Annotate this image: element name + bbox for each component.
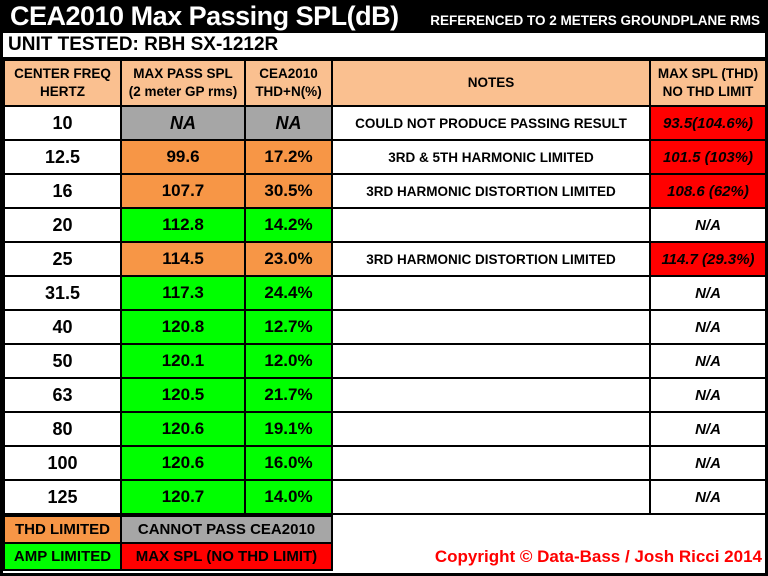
- header-row: CENTER FREQ HERTZ MAX PASS SPL (2 meter GP …: [3, 59, 765, 107]
- cell-thd: 16.0%: [244, 445, 333, 481]
- cell-thd: 24.4%: [244, 275, 333, 311]
- cell-freq: 125: [3, 479, 122, 515]
- unit-tested-row: UNIT TESTED: RBH SX-1212R: [3, 33, 765, 59]
- legend-max-spl-no-thd: MAX SPL (NO THD LIMIT): [120, 542, 333, 571]
- copyright-cell: Copyright © Data-Bass / Josh Ricci 2014: [332, 516, 765, 570]
- legend-row-thd: THD LIMITED CANNOT PASS CEA2010 Copyrigh…: [3, 515, 765, 566]
- table-row-125: 125 120.7 14.0% N/A: [3, 479, 765, 515]
- legend-row-amp: AMP LIMITED MAX SPL (NO THD LIMIT): [3, 542, 765, 571]
- cell-spl: NA: [120, 105, 246, 141]
- cell-note: 3RD & 5TH HARMONIC LIMITED: [331, 139, 651, 175]
- title-bar: CEA2010 Max Passing SPL(dB) REFERENCED T…: [3, 0, 765, 33]
- cell-freq: 63: [3, 377, 122, 413]
- cell-freq: 50: [3, 343, 122, 379]
- cell-spl: 117.3: [120, 275, 246, 311]
- unit-tested-label: UNIT TESTED: RBH SX-1212R: [8, 34, 279, 55]
- legend-thd-limited: THD LIMITED: [3, 515, 122, 544]
- cell-spl: 99.6: [120, 139, 246, 175]
- table-row-16: 16 107.7 30.5% 3RD HARMONIC DISTORTION LIMI…: [3, 173, 765, 209]
- cell-freq: 12.5: [3, 139, 122, 175]
- cell-freq: 31.5: [3, 275, 122, 311]
- legend-table: THD LIMITED CANNOT PASS CEA2010 Copyrigh…: [3, 515, 765, 571]
- cell-note: [331, 377, 651, 413]
- cell-spl: 120.5: [120, 377, 246, 413]
- cell-thd: 12.0%: [244, 343, 333, 379]
- cell-max: N/A: [649, 343, 765, 379]
- cell-freq: 80: [3, 411, 122, 447]
- cell-max: N/A: [649, 309, 765, 345]
- legend-cannot-pass: CANNOT PASS CEA2010: [120, 515, 333, 544]
- table-row-63: 63 120.5 21.7% N/A: [3, 377, 765, 413]
- col-header-max_spl: MAX SPL (THD) NO THD LIMIT: [649, 59, 765, 107]
- cell-note: [331, 207, 651, 243]
- cell-note: [331, 275, 651, 311]
- cell-thd: NA: [244, 105, 333, 141]
- cell-note: [331, 343, 651, 379]
- cell-thd: 12.7%: [244, 309, 333, 345]
- table-row-25: 25 114.5 23.0% 3RD HARMONIC DISTORTION LIMI…: [3, 241, 765, 277]
- cell-freq: 10: [3, 105, 122, 141]
- cell-note: [331, 411, 651, 447]
- cell-max: N/A: [649, 207, 765, 243]
- cell-spl: 120.6: [120, 411, 246, 447]
- cell-max: 101.5 (103%): [649, 139, 765, 175]
- cell-thd: 19.1%: [244, 411, 333, 447]
- cell-spl: 107.7: [120, 173, 246, 209]
- table-row-20: 20 112.8 14.2% N/A: [3, 207, 765, 243]
- copyright-text: Copyright © Data-Bass / Josh Ricci 2014: [434, 547, 762, 566]
- cell-thd: 14.2%: [244, 207, 333, 243]
- cell-spl: 114.5: [120, 241, 246, 277]
- legend-amp-limited: AMP LIMITED: [3, 542, 122, 571]
- table-row-12.5: 12.5 99.6 17.2% 3RD & 5TH HARMONIC LIMITED 1…: [3, 139, 765, 175]
- cell-freq: 20: [3, 207, 122, 243]
- cell-spl: 120.1: [120, 343, 246, 379]
- cell-thd: 17.2%: [244, 139, 333, 175]
- table-row-50: 50 120.1 12.0% N/A: [3, 343, 765, 379]
- col-header-max_pass: MAX PASS SPL (2 meter GP rms): [120, 59, 246, 107]
- cell-max: N/A: [649, 377, 765, 413]
- cell-spl: 112.8: [120, 207, 246, 243]
- cell-note: [331, 309, 651, 345]
- cell-spl: 120.8: [120, 309, 246, 345]
- cell-max: N/A: [649, 479, 765, 515]
- cell-freq: 25: [3, 241, 122, 277]
- cell-freq: 40: [3, 309, 122, 345]
- cell-note: 3RD HARMONIC DISTORTION LIMITED: [331, 241, 651, 277]
- cell-freq: 100: [3, 445, 122, 481]
- page-title: CEA2010 Max Passing SPL(dB): [10, 1, 399, 31]
- cell-note: [331, 445, 651, 481]
- table-row-40: 40 120.8 12.7% N/A: [3, 309, 765, 345]
- title-subtitle: REFERENCED TO 2 METERS GROUNDPLANE RMS: [430, 13, 760, 28]
- cell-thd: 23.0%: [244, 241, 333, 277]
- table-row-10: 10 NA NA COULD NOT PRODUCE PASSING RESULT 93…: [3, 105, 765, 141]
- cell-max: N/A: [649, 275, 765, 311]
- spl-results-table: CENTER FREQ HERTZ MAX PASS SPL (2 meter GP …: [3, 59, 765, 515]
- col-header-notes: NOTES: [331, 59, 651, 107]
- table-row-31.5: 31.5 117.3 24.4% N/A: [3, 275, 765, 311]
- cell-note: [331, 479, 651, 515]
- cell-max: N/A: [649, 411, 765, 447]
- cell-max: 108.6 (62%): [649, 173, 765, 209]
- table-row-100: 100 120.6 16.0% N/A: [3, 445, 765, 481]
- cell-max: 93.5(104.6%): [649, 105, 765, 141]
- table-row-80: 80 120.6 19.1% N/A: [3, 411, 765, 447]
- cell-note: COULD NOT PRODUCE PASSING RESULT: [331, 105, 651, 141]
- col-header-freq: CENTER FREQ HERTZ: [3, 59, 122, 107]
- cell-spl: 120.7: [120, 479, 246, 515]
- col-header-thd: CEA2010 THD+N(%): [244, 59, 333, 107]
- cell-thd: 21.7%: [244, 377, 333, 413]
- cell-max: N/A: [649, 445, 765, 481]
- cell-note: 3RD HARMONIC DISTORTION LIMITED: [331, 173, 651, 209]
- cell-thd: 30.5%: [244, 173, 333, 209]
- cell-max: 114.7 (29.3%): [649, 241, 765, 277]
- cell-thd: 14.0%: [244, 479, 333, 515]
- cell-spl: 120.6: [120, 445, 246, 481]
- cell-freq: 16: [3, 173, 122, 209]
